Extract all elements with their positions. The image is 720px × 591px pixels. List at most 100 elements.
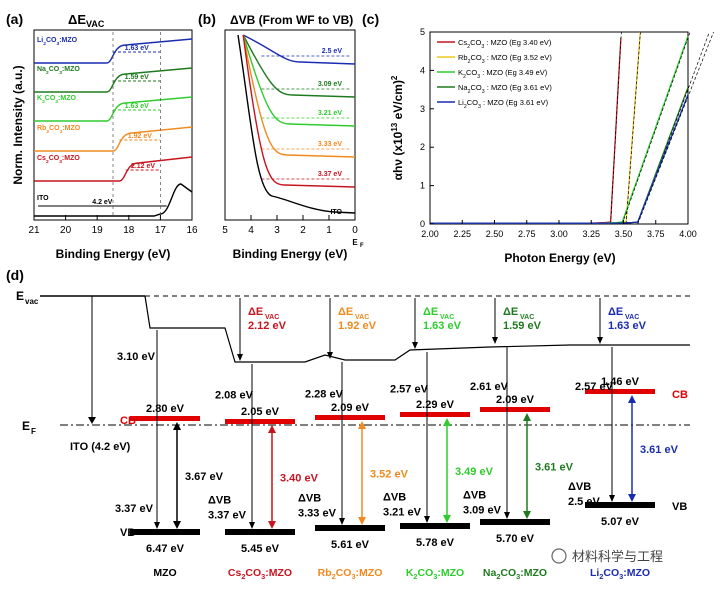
panel-a-ylabel: Norm. Intensity (a.u.) [11,65,25,184]
bandgap-arrowhead-top [358,421,366,429]
vb-bar [585,502,655,508]
panel-b: ΔVB (From WF to VB) 2.5 eV 3.09 eV 3.21 eV… [222,13,364,261]
dvac-label: ΔE [503,306,518,318]
bandgap-arrowhead-bottom [268,521,276,529]
dvac-value: 2.12 eV [248,320,287,332]
cb-bar [480,407,550,412]
panel-c-ytick-label: 4 [420,65,425,75]
panel-c-curve [430,37,622,224]
dvb-value: 3.21 eV [383,507,422,519]
watermark-icon [551,548,567,564]
vb-bar [480,519,550,525]
cb-value: 2.80 eV [146,403,185,415]
panel-c-ytick-label: 3 [420,104,425,114]
bandgap-arrowhead-bottom [443,515,451,523]
panel-b-frame [224,29,356,221]
panel-b-curve [242,34,356,98]
panel-b-annotation: 3.09 eV [318,81,342,88]
vb-value: 5.61 eV [331,539,370,551]
panel-b-xtick-label: 5 [222,225,228,236]
panel-c-ytick-label: 0 [420,219,425,229]
column-name: K2CO3:MZO [406,567,464,581]
dvac-label: ΔE [338,306,353,318]
panel-a-curve [34,38,193,64]
dvac-value: 1.92 eV [338,320,377,332]
panel-b-curve [242,34,356,127]
panel-label-d: (d) [6,267,24,283]
dvac-arrowhead [412,342,418,349]
panel-c-ylabel: αhν (x1013 eV/cm)2 [390,75,405,180]
panel-c-xtick-label: 3.00 [550,229,568,239]
panel-c-xtick-label: 2.00 [421,229,439,239]
vb-depth-arrowhead [609,495,615,502]
vb-value: 5.78 eV [416,537,455,549]
panel-a-title: ΔEVAC [68,12,105,29]
bandgap-arrowhead-top [173,422,181,430]
evac-sub: vac [25,297,39,306]
dvac-arrowhead [327,352,333,359]
vb-depth-arrowhead [504,512,510,519]
bandgap-value: 3.49 eV [455,466,494,478]
bandgap-value: 3.61 eV [535,462,574,474]
panel-a-annotation: 1.59 eV [125,74,149,81]
panel-a-curve [34,156,193,182]
panel-c: 2.00 2.25 2.50 2.75 3.00 3.25 3.50 3.75 4.00 0 1 2 3… [390,27,714,265]
ito-label: ITO (4.2 eV) [70,441,131,453]
bandgap-arrowhead-bottom [523,511,531,519]
bandgap-arrowhead-bottom [358,517,366,525]
panel-a-annotation: 1.63 eV [125,45,149,52]
panel-b-xtick-label: 0 [352,225,358,236]
dvb-value: 3.33 eV [298,508,337,520]
dvac-arrowhead [237,354,243,361]
panel-c-xlabel: Photon Energy (eV) [504,251,615,265]
panel-c-tangent [637,31,714,225]
dvac-value: 1.63 eV [423,320,462,332]
evac-label: E [16,289,24,303]
vb-value: 5.07 eV [601,516,640,528]
panel-a-xtick-label: 21 [28,225,40,236]
panel-b-annotation: 3.37 eV [318,171,342,178]
panel-c-curve [430,87,689,224]
panel-c-legend-label: Na2CO3 : MZO (Eg 3.61 eV) [458,83,552,95]
panel-c-xtick-label: 3.50 [615,229,633,239]
panel-c-tangent [610,31,622,225]
panel-a-xlabel: Binding Energy (eV) [56,247,171,261]
dvac-sub: VAC [355,314,369,321]
bandgap-arrowhead-top [523,413,531,421]
panel-c-curve [430,94,689,224]
wf-value: 2.57 eV [575,381,614,393]
dvac-value: 1.59 eV [503,320,542,332]
bandgap-arrowhead-bottom [173,521,181,529]
dvac-sub: VAC [265,314,279,321]
panel-a-curve [34,96,193,122]
wf-value: 2.61 eV [470,381,509,393]
panel-b-xtick-label: 4 [248,225,254,236]
cb-label-right: CB [672,389,688,401]
panel-a-series-label: Na2CO3:MZO [37,66,80,76]
panel-b-xtick-label: 3 [274,225,280,236]
dvb-label: ΔVB [568,481,591,493]
watermark: 材料科学与工程 [551,548,663,564]
panel-c-legend-label: Rb2CO3 : MZO (Eg 3.52 eV) [458,53,552,65]
wf-value: 2.28 eV [305,389,344,401]
dvb-label: ΔVB [208,495,231,507]
dvac-sub: VAC [440,314,454,321]
panel-c-ytick-label: 5 [420,27,425,37]
bandgap-value: 3.40 eV [280,473,319,485]
bandgap-value: 3.67 eV [185,471,224,483]
panel-c-ytick-label: 2 [420,142,425,152]
panel-a-series-label: ITO [37,195,49,202]
panel-b-xtick-label: 2 [300,225,306,236]
panel-c-xtick-label: 2.50 [486,229,504,239]
wf-value: 2.08 eV [215,390,254,402]
panel-c-xtick-label: 2.25 [453,229,471,239]
vb-label-left: VB [120,527,135,539]
dvb-value: 3.09 eV [463,505,502,517]
vb-bar [400,523,470,529]
dvb-label: ΔVB [383,492,406,504]
panel-a: ΔEVAC Li2CO3:MZO 1.63 eV Na2CO3:MZO 1.59 eV… [11,12,198,261]
panel-c-legend-label: Li2CO3 : MZO (Eg 3.61 eV) [458,98,549,110]
ef-label: E [22,419,30,433]
panel-b-curve [242,34,356,188]
